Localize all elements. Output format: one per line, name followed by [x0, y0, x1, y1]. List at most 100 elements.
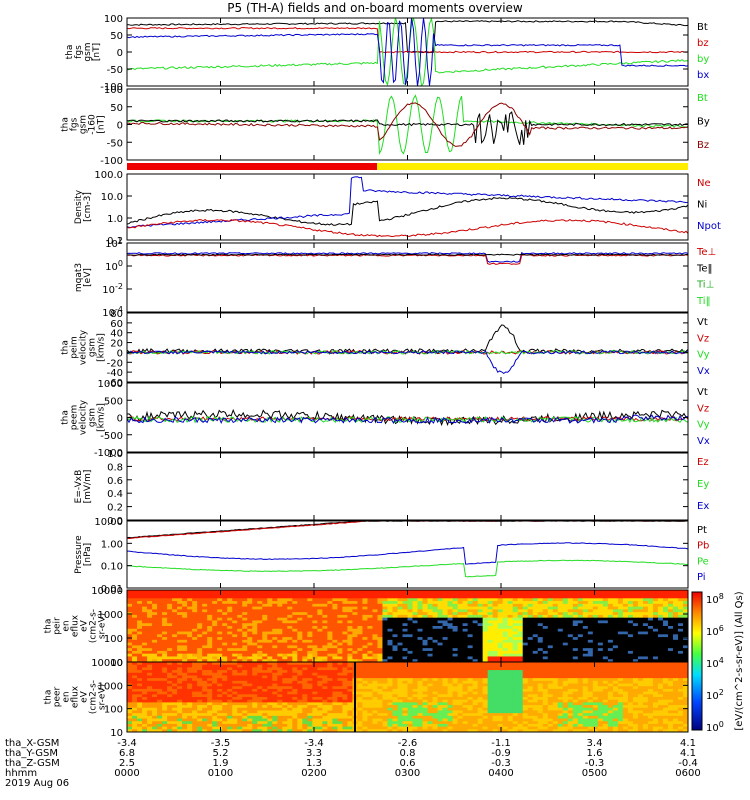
series-Vy	[127, 415, 688, 424]
y-tick-label: 100.0	[94, 170, 123, 181]
legend-Pt: Pt	[697, 525, 707, 536]
x-axis-row-label: tha_Y-GSM	[5, 748, 58, 759]
series-By	[127, 111, 688, 145]
legend-Pi: Pi	[697, 572, 706, 583]
mode-bar-fast	[377, 163, 688, 170]
panel-2	[126, 88, 689, 161]
x-axis-value: 0600	[675, 768, 700, 779]
legend-Ti⊥: Ti⊥	[696, 280, 714, 291]
x-axis-value: 0200	[301, 768, 326, 779]
legend-Vt: Vt	[697, 317, 708, 328]
y-axis-label: [cm-3]	[83, 192, 93, 222]
x-axis-value: 1.3	[306, 758, 322, 769]
x-axis-value: 1.9	[213, 758, 229, 769]
y-tick-label: 0	[117, 48, 123, 59]
y-axis-label: gsm	[88, 408, 98, 427]
legend-Vz: Vz	[697, 403, 709, 414]
panel-frame	[126, 173, 689, 241]
y-axis-label: en	[62, 691, 72, 702]
panel-frame	[126, 452, 689, 521]
y-axis-label: eV	[80, 690, 90, 703]
panel-frame	[126, 312, 689, 383]
x-axis-value: 0500	[582, 768, 607, 779]
y-tick-label: 0.1	[107, 236, 123, 247]
panel-9	[126, 589, 689, 663]
legend-Pe: Pe	[697, 556, 709, 567]
y-axis-label: velocity	[79, 329, 89, 365]
x-axis-value: 3.4	[587, 738, 603, 749]
date-label: 2019 Aug 06	[5, 778, 69, 789]
colorbar	[691, 591, 703, 731]
series-Vx	[127, 414, 688, 425]
colorbar-tick: 102	[706, 688, 724, 702]
y-axis-label: peem	[70, 405, 80, 431]
y-tick-label: 100	[104, 705, 123, 716]
x-axis-row-label: tha_Z-GSM	[5, 758, 60, 769]
legend-Vz: Vz	[697, 333, 709, 344]
y-axis-label: peer	[53, 686, 63, 707]
series-Pe	[127, 559, 688, 578]
y-axis-label: [nPa]	[83, 543, 93, 566]
colorbar-tick: 104	[706, 656, 724, 670]
series-Pi	[127, 542, 688, 565]
series-Vt	[127, 324, 688, 355]
x-axis-value: -3.4	[304, 738, 324, 749]
x-axis-value: 0300	[395, 768, 420, 779]
legend-Ne: Ne	[697, 178, 711, 189]
x-axis-value: 3.3	[306, 748, 322, 759]
y-axis-label: Density	[74, 189, 84, 224]
colorbar-label: [eV/(cm^2-s-sr-eV)] (All Qs)	[734, 591, 745, 730]
x-axis-value: 0400	[488, 768, 513, 779]
y-tick-label: 20	[110, 339, 123, 350]
y-tick-label: 500	[104, 396, 123, 407]
y-tick-label: -40	[107, 368, 123, 379]
series-Bz	[127, 102, 688, 147]
y-axis-label: peim	[70, 336, 80, 359]
y-axis-label: tha	[65, 45, 75, 60]
y-tick-label: -50	[107, 65, 123, 76]
y-tick-label: 10000	[91, 658, 123, 669]
x-axis-value: -0.9	[491, 748, 511, 759]
panel-5	[126, 312, 689, 383]
y-axis-label: en	[62, 620, 72, 631]
series-Ni	[127, 197, 688, 226]
y-axis-label: fgs	[74, 45, 84, 59]
y-tick-label: 10.0	[101, 192, 123, 203]
x-axis-value: -1.1	[491, 738, 511, 749]
y-tick-label: 10000	[91, 586, 123, 597]
y-axis-label: (cm2-s-	[89, 680, 99, 714]
y-axis-label: [eV]	[83, 268, 93, 287]
x-axis-value: 5.2	[213, 748, 229, 759]
y-tick-label: 50	[110, 103, 123, 114]
x-axis-value: -0.4	[678, 758, 698, 769]
y-axis-label: tha	[44, 690, 54, 705]
y-axis-label: [km/s]	[97, 403, 107, 432]
legend-Bt: Bt	[697, 93, 708, 104]
x-axis-row-label: hhmm	[5, 768, 37, 779]
y-axis-label: eflux	[71, 614, 81, 637]
legend-bx: bx	[697, 70, 709, 81]
y-axis-label: gsm	[79, 115, 89, 134]
y-tick-label: -100	[100, 82, 123, 93]
y-tick-label: 100	[104, 85, 123, 96]
legend-Vy: Vy	[697, 350, 710, 361]
legend-Vt: Vt	[697, 387, 708, 398]
y-axis-label: eflux	[71, 685, 81, 708]
y-axis-label: velocity	[79, 399, 89, 435]
y-tick-label: 102	[105, 236, 123, 250]
series-bz	[127, 26, 688, 54]
x-axis-value: -3.4	[117, 738, 137, 749]
legend-Te⊥: Te⊥	[696, 247, 716, 258]
series-Bt	[127, 20, 688, 54]
legend-Pb: Pb	[697, 541, 709, 552]
legend-Ni: Ni	[697, 200, 707, 211]
y-tick-label: -20	[107, 358, 123, 369]
y-axis-label: sr-eV)	[98, 613, 108, 639]
y-axis-label: E=-VxB	[74, 470, 84, 504]
legend-Ex: Ex	[697, 501, 709, 512]
x-axis-value: 0100	[208, 768, 233, 779]
y-tick-label: 1000	[98, 610, 123, 621]
legend-By: By	[697, 117, 710, 128]
x-axis-value: 2.5	[119, 758, 135, 769]
